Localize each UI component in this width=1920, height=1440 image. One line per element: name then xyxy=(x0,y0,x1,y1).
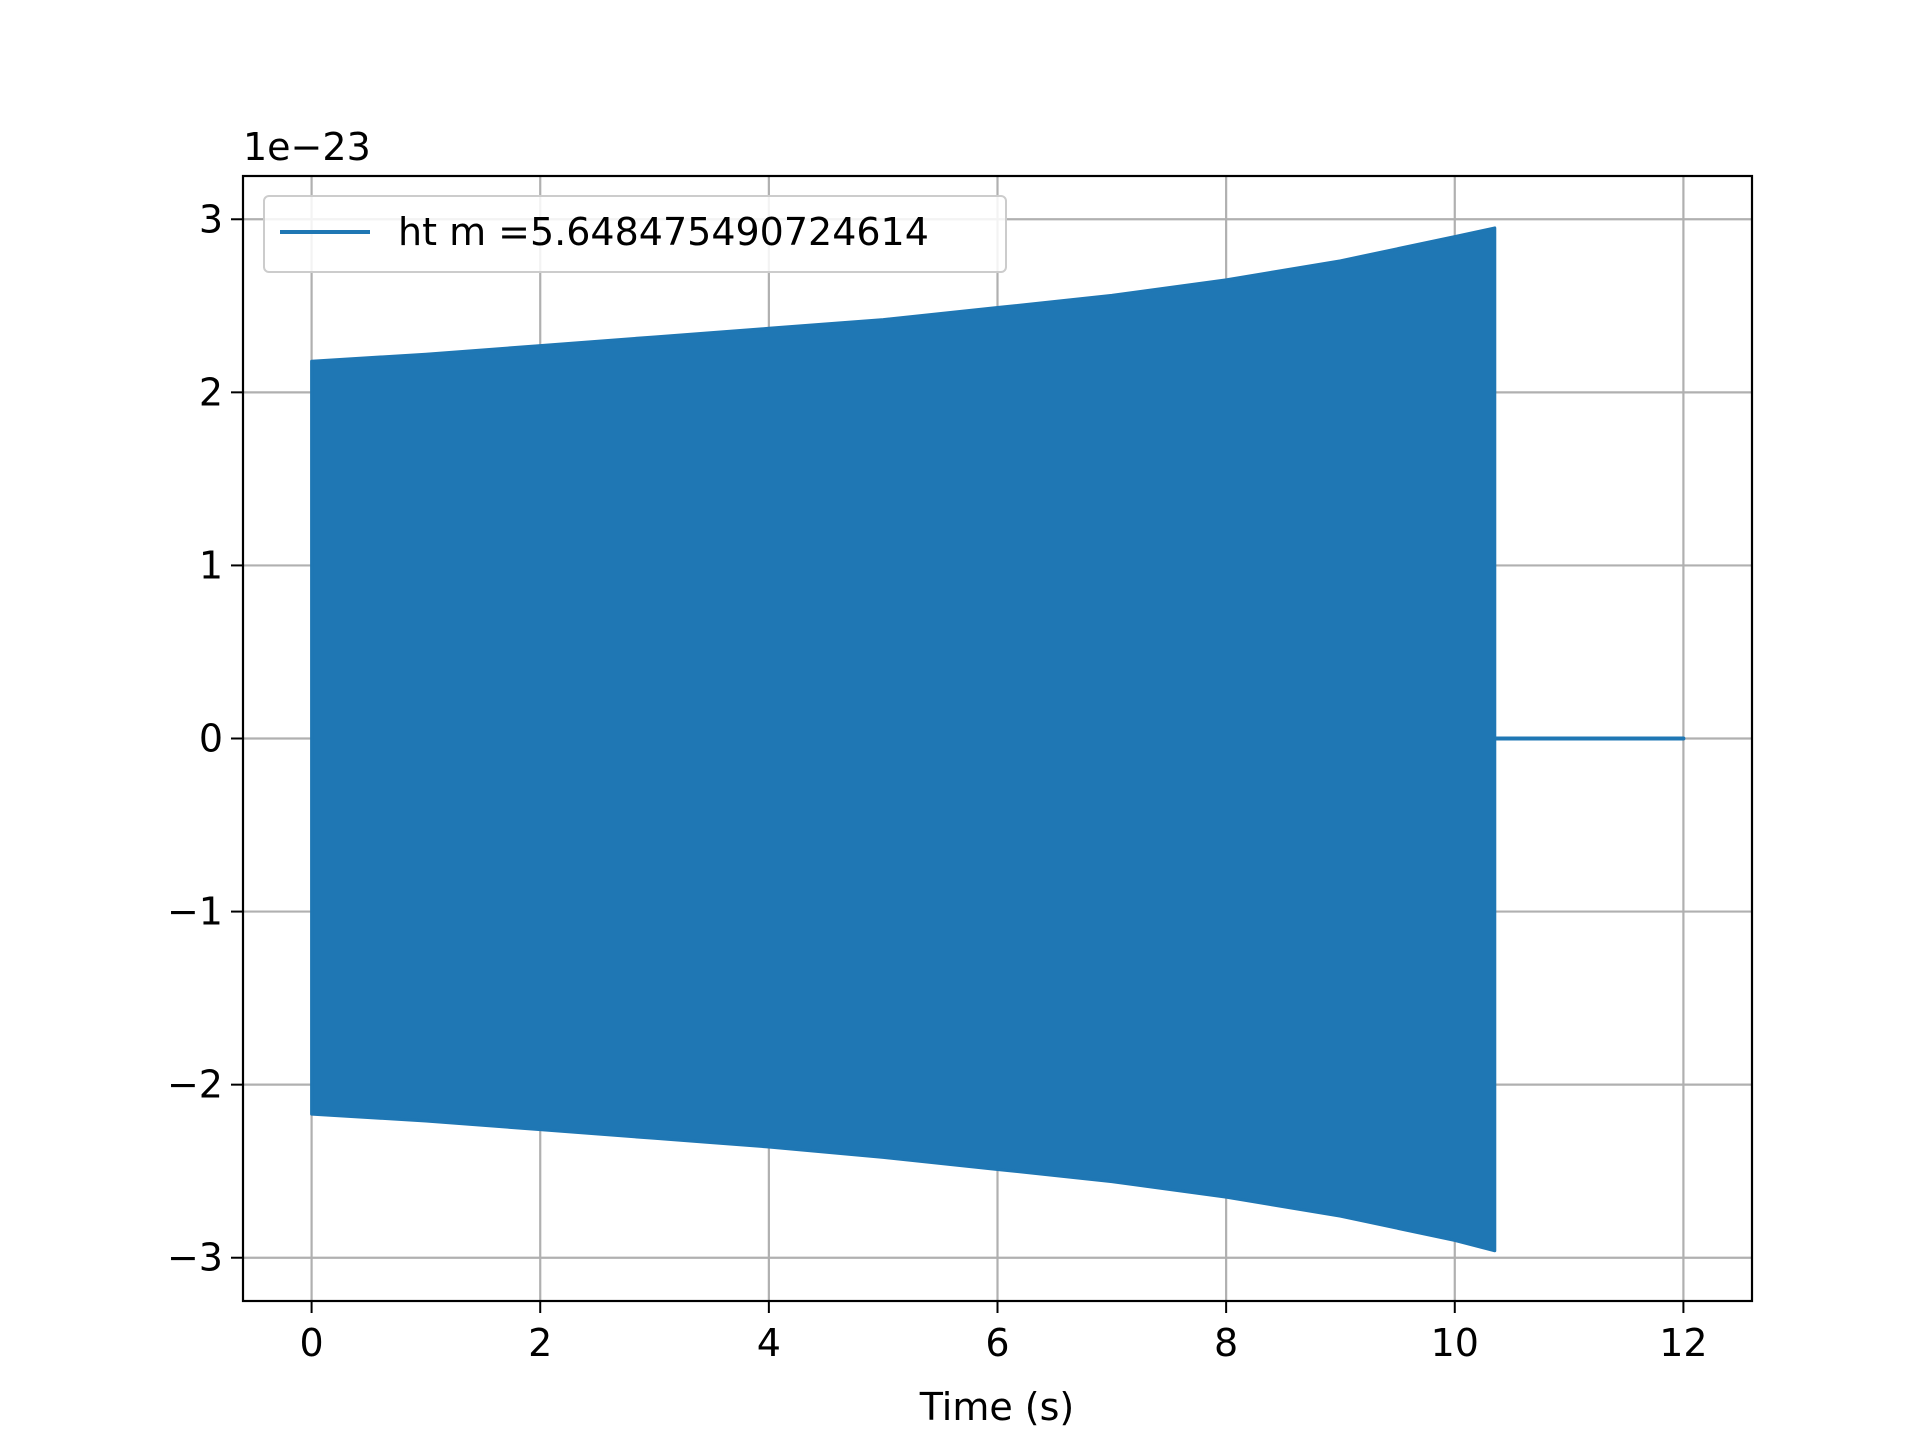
y-tick-label: 0 xyxy=(199,717,223,761)
x-axis-label: Time (s) xyxy=(919,1385,1075,1429)
legend-box xyxy=(263,195,1007,273)
series-layer xyxy=(310,226,1686,1253)
x-tick-label: 6 xyxy=(985,1321,1009,1365)
y-offset-label: 1e−23 xyxy=(243,125,371,169)
y-tick-label: −1 xyxy=(167,890,223,934)
x-tick-label: 0 xyxy=(299,1321,323,1365)
y-tick-label: 3 xyxy=(199,197,223,241)
x-tick-label: 12 xyxy=(1659,1321,1707,1365)
x-tick-label: 4 xyxy=(757,1321,781,1365)
legend: ht m =5.648475490724614 xyxy=(263,195,1007,273)
x-tick-label: 2 xyxy=(528,1321,552,1365)
y-tick-label: −3 xyxy=(167,1236,223,1280)
series-oscillation-band xyxy=(310,226,1497,1253)
legend-label: ht m =5.648475490724614 xyxy=(398,210,929,254)
y-tick-label: 2 xyxy=(199,370,223,414)
x-tick-label: 8 xyxy=(1214,1321,1238,1365)
y-tick-label: 1 xyxy=(199,543,223,587)
y-tick-label: −2 xyxy=(167,1063,223,1107)
x-tick-label: 10 xyxy=(1431,1321,1479,1365)
